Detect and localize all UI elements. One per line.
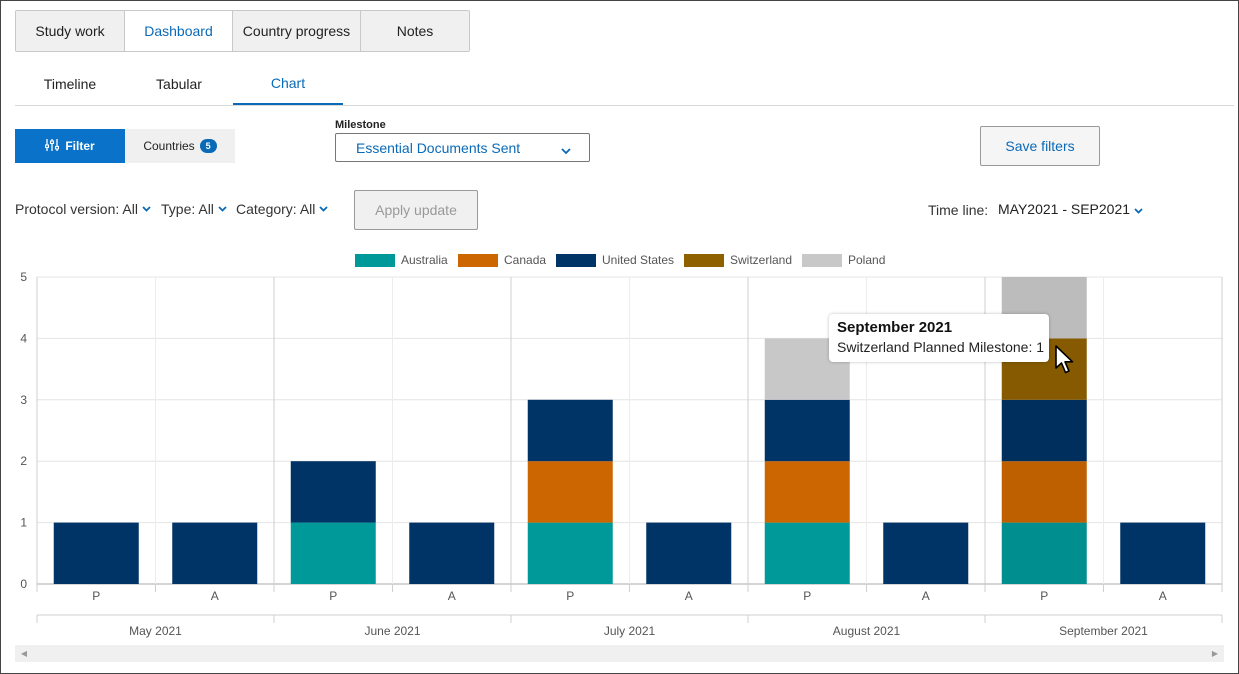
top-tab-bar: Study work Dashboard Country progress No… [15, 10, 470, 52]
legend-label: Canada [504, 253, 546, 267]
bar-segment [409, 522, 495, 584]
chevron-down-icon [319, 206, 329, 212]
x-tick-label: A [448, 589, 456, 603]
bar-segment [764, 522, 850, 584]
timeline-label: Time line: [928, 202, 989, 218]
group-label: May 2021 [129, 624, 182, 638]
x-tick-label: A [685, 589, 693, 603]
chevron-down-icon [561, 142, 571, 158]
x-tick-label: P [1040, 589, 1048, 603]
milestone-label: Milestone [335, 119, 386, 131]
group-label: June 2021 [364, 624, 420, 638]
type-label: Type: All [161, 201, 214, 217]
bar-segment [290, 461, 376, 523]
bar-segment [172, 522, 258, 584]
chevron-down-icon [1134, 201, 1143, 217]
tab-dashboard[interactable]: Dashboard [125, 11, 233, 51]
tab-country-progress[interactable]: Country progress [233, 11, 361, 51]
bar-segment [527, 399, 613, 462]
legend-label: Switzerland [730, 253, 792, 267]
legend-swatch [684, 254, 724, 267]
bar-segment [53, 522, 139, 584]
x-tick-label: P [92, 589, 100, 603]
tab-timeline[interactable]: Timeline [43, 75, 97, 92]
bar-segment [1001, 522, 1087, 584]
y-tick-label: 2 [20, 454, 27, 468]
countries-label: Countries [143, 139, 195, 153]
horizontal-scrollbar[interactable]: ◀ ▶ [15, 645, 1224, 662]
chevron-down-icon [218, 206, 227, 212]
tooltip-body: Switzerland Planned Milestone: 1 [837, 339, 1045, 355]
y-tick-label: 0 [20, 577, 27, 591]
legend-swatch [802, 254, 842, 267]
view-tab-bar: Timeline Tabular Chart [15, 62, 1234, 106]
bar-segment [1001, 399, 1087, 462]
legend-swatch [556, 254, 596, 267]
sliders-icon [45, 138, 60, 154]
timeline-dropdown[interactable]: MAY2021 - SEP2021 [998, 201, 1143, 217]
scroll-right-arrow-icon[interactable]: ▶ [1211, 649, 1219, 658]
legend-swatch [458, 254, 498, 267]
y-tick-label: 4 [20, 331, 27, 345]
bar-segment [527, 522, 613, 584]
apply-update-button[interactable]: Apply update [354, 190, 478, 230]
x-tick-label: A [922, 589, 930, 603]
y-tick-label: 3 [20, 393, 27, 407]
bar-segment [1001, 461, 1087, 523]
countries-button[interactable]: Countries 5 [125, 129, 235, 163]
protocol-version-label: Protocol version: All [15, 201, 138, 217]
scroll-left-arrow-icon[interactable]: ◀ [20, 649, 28, 658]
group-label: July 2021 [604, 624, 656, 638]
chart-tooltip: September 2021 Switzerland Planned Miles… [829, 314, 1049, 362]
bar-segment [764, 399, 850, 462]
bar-segment [527, 461, 613, 523]
tab-study-work[interactable]: Study work [16, 11, 125, 51]
x-tick-label: P [329, 589, 337, 603]
tab-notes[interactable]: Notes [361, 11, 469, 51]
milestone-select[interactable]: Essential Documents Sent [335, 133, 590, 162]
type-dropdown[interactable]: Type: All [161, 201, 227, 217]
x-tick-label: A [211, 589, 219, 603]
x-tick-label: P [803, 589, 811, 603]
filter-button[interactable]: Filter [15, 129, 125, 163]
tab-chart[interactable]: Chart [233, 62, 343, 105]
bar-segment [883, 522, 969, 584]
save-filters-button[interactable]: Save filters [980, 126, 1100, 166]
y-tick-label: 1 [20, 516, 27, 530]
milestone-value: Essential Documents Sent [356, 139, 521, 156]
protocol-version-dropdown[interactable]: Protocol version: All [15, 201, 151, 217]
category-dropdown[interactable]: Category: All [236, 201, 329, 217]
timeline-value: MAY2021 - SEP2021 [998, 201, 1131, 217]
bar-segment [290, 522, 376, 584]
chevron-down-icon [142, 206, 151, 212]
category-label: Category: All [236, 201, 316, 217]
bar-segment [764, 461, 850, 523]
legend-label: Poland [848, 253, 885, 267]
bar-segment [646, 522, 732, 584]
filter-label: Filter [65, 139, 95, 153]
bar-segment [1120, 522, 1206, 584]
x-tick-label: A [1159, 589, 1167, 603]
group-label: August 2021 [833, 624, 901, 638]
countries-count-badge: 5 [199, 139, 217, 153]
group-label: September 2021 [1059, 624, 1148, 638]
x-tick-label: P [566, 589, 574, 603]
tab-tabular[interactable]: Tabular [156, 75, 202, 92]
legend-label: United States [602, 253, 674, 267]
y-tick-label: 5 [20, 270, 27, 284]
legend-swatch [355, 254, 395, 267]
tooltip-title: September 2021 [837, 319, 953, 336]
milestone-chart: 0 1 2 3 4 5 P A P A P A P A P A May 2021 June 2021 July 20… [20, 253, 1223, 638]
legend-label: Australia [401, 253, 448, 267]
mouse-pointer-icon [1054, 344, 1076, 379]
